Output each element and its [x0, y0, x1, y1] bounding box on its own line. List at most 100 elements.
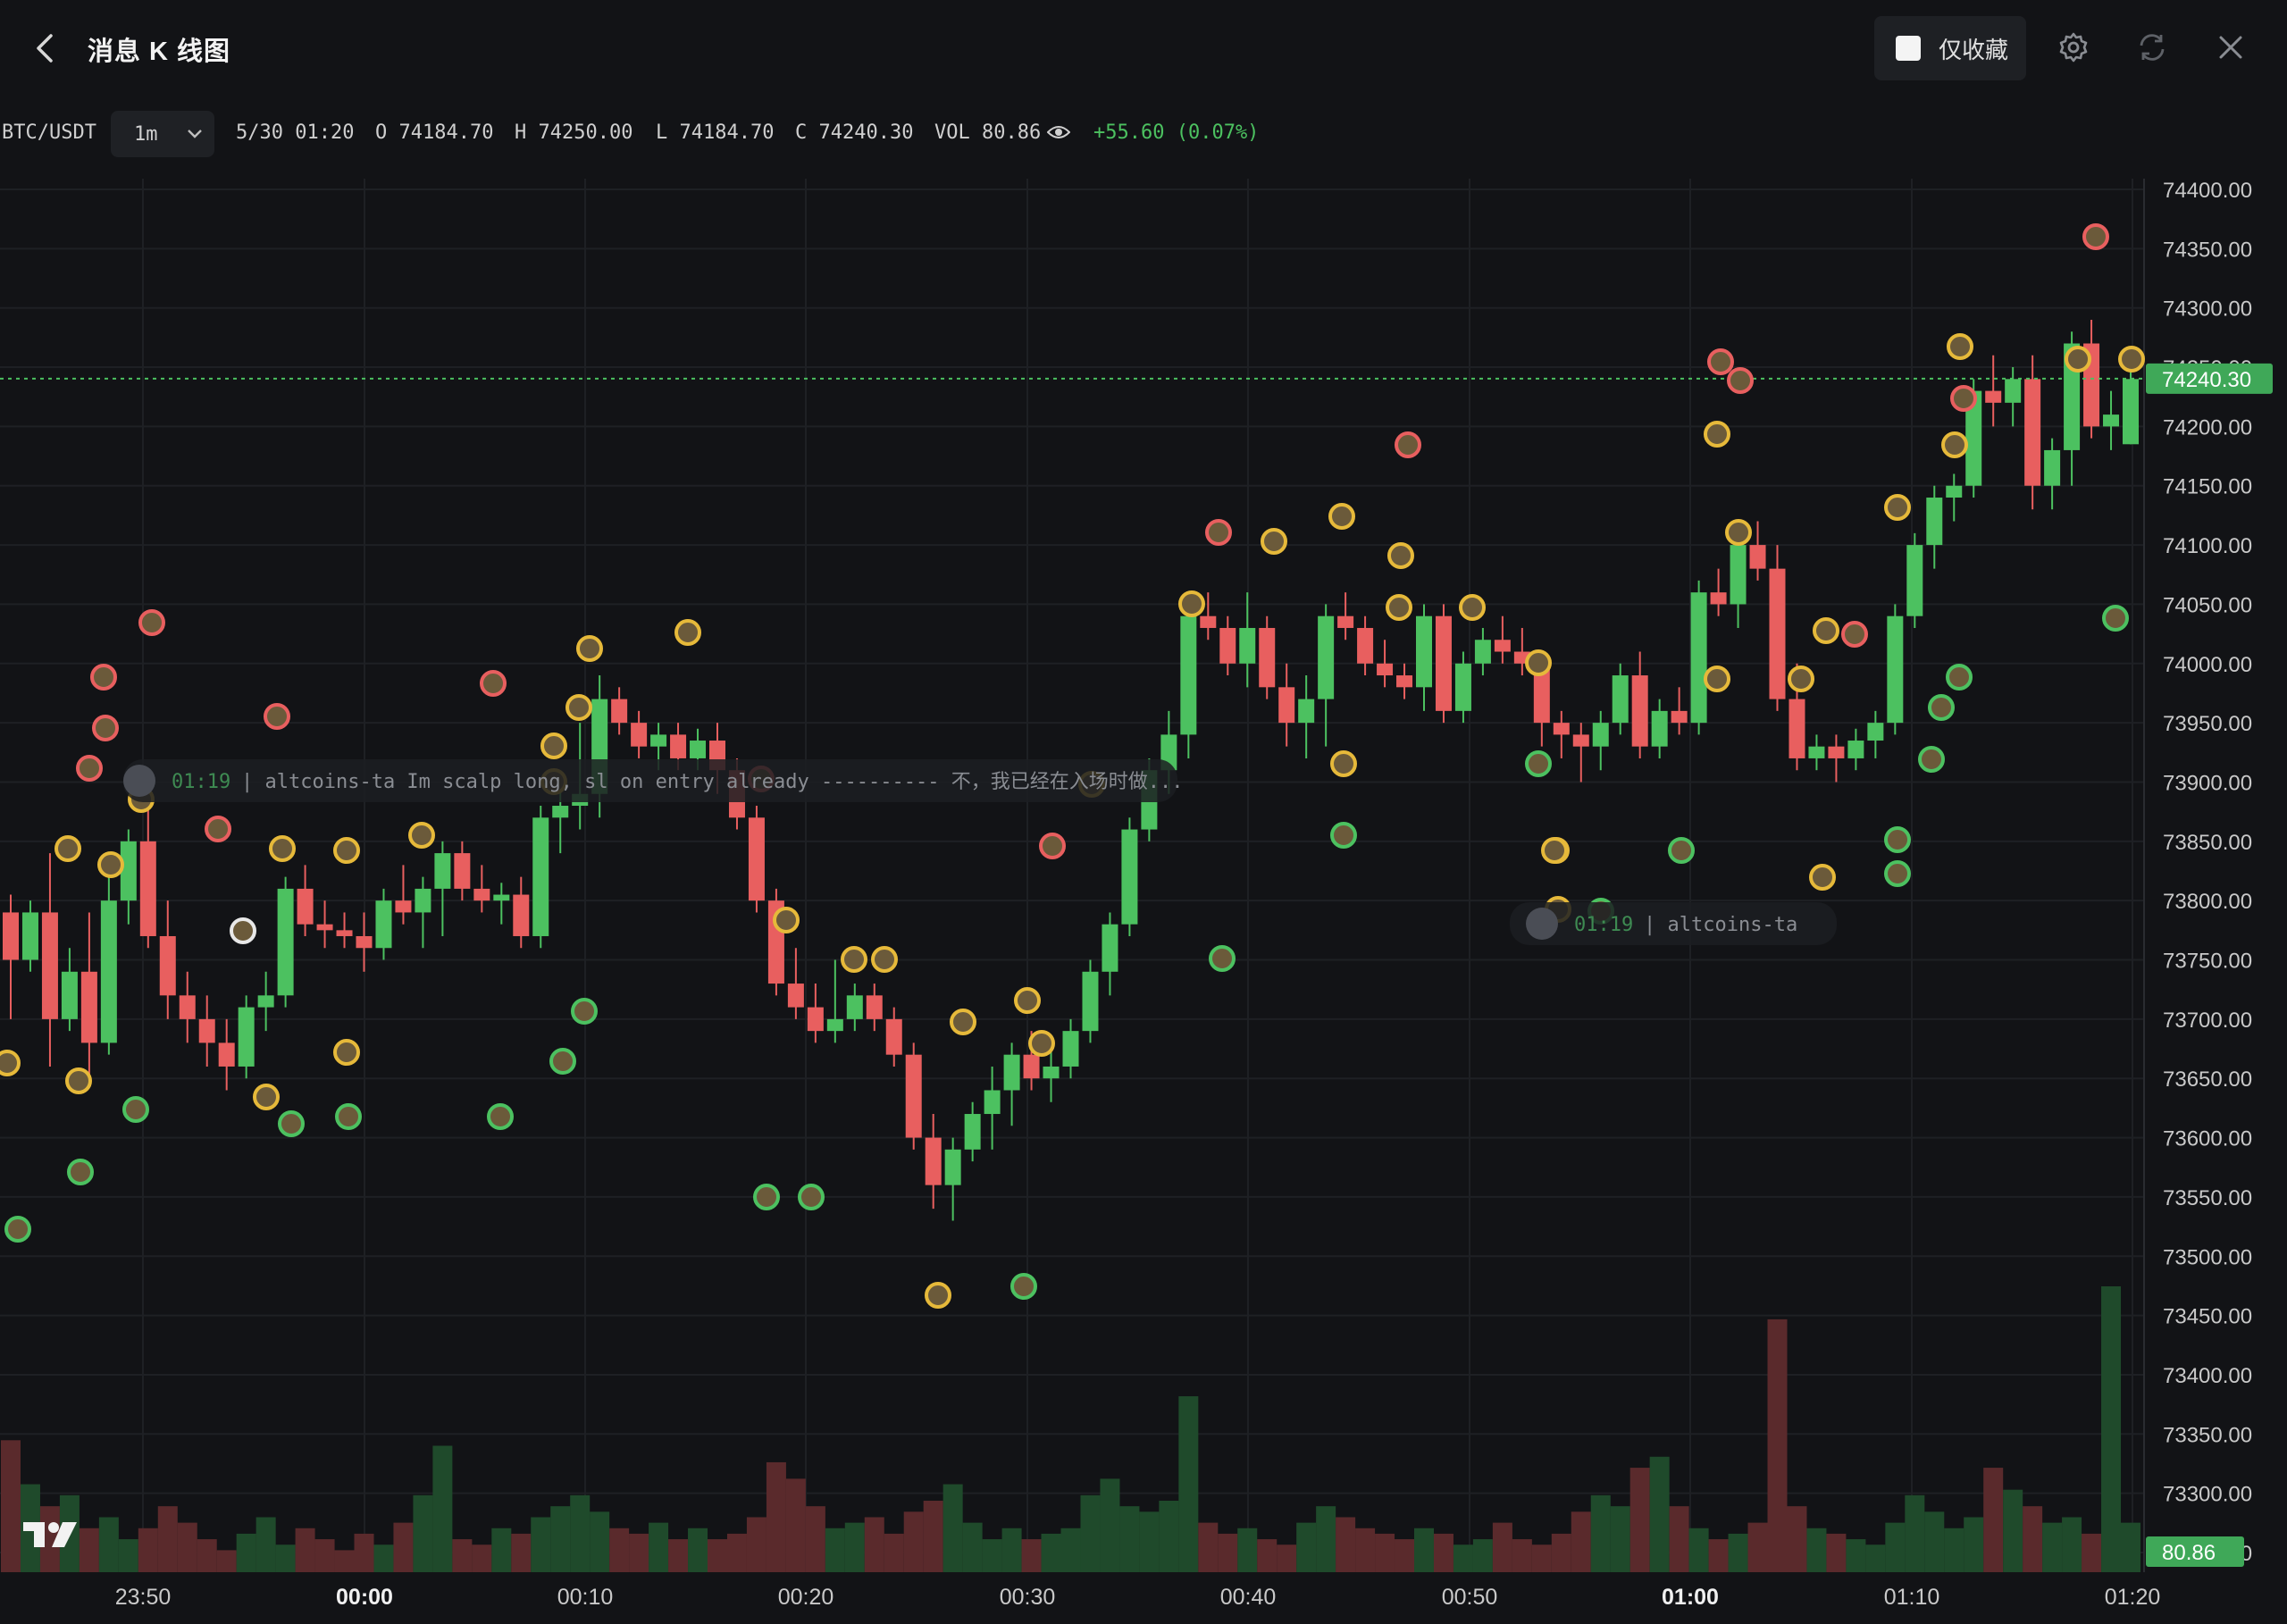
price-tick-label: 73850.00: [2163, 831, 2252, 855]
news-marker: [1387, 542, 1414, 569]
news-marker: [1014, 987, 1041, 1014]
volume-bar: [785, 1478, 806, 1572]
candle-body: [375, 900, 392, 949]
news-marker: [1039, 833, 1066, 859]
candle-body: [650, 734, 667, 747]
volume-bar: [491, 1528, 512, 1572]
interval-select[interactable]: 1m: [111, 111, 214, 157]
candle-body: [356, 935, 373, 949]
price-tick-label: 73300.00: [2163, 1483, 2252, 1507]
candle-body: [395, 900, 412, 913]
news-marker: [230, 917, 256, 944]
volume-bar: [1218, 1533, 1238, 1572]
candle-body: [1592, 723, 1609, 747]
news-marker: [205, 816, 231, 842]
candle-body: [925, 1137, 942, 1185]
volume-bar: [1021, 1539, 1042, 1572]
candle-body: [1219, 627, 1236, 664]
volume-bar: [550, 1506, 571, 1572]
price-tick-label: 73750.00: [2163, 950, 2252, 974]
news-marker: [1328, 503, 1355, 530]
open-value: O 74184.70: [375, 121, 494, 144]
candle-body: [1396, 675, 1413, 688]
close-button[interactable]: [2210, 27, 2251, 68]
refresh-button[interactable]: [2132, 27, 2173, 68]
volume-bar: [962, 1522, 983, 1572]
candle-body: [454, 853, 471, 889]
price-tick-label: 74000.00: [2163, 653, 2252, 677]
candle-body: [1769, 568, 1786, 699]
volume-bar: [570, 1494, 591, 1572]
volume-bar: [1139, 1511, 1160, 1572]
candle-body: [120, 841, 137, 901]
page-title: 消息 K 线图: [88, 38, 231, 66]
volume-bar: [1060, 1528, 1081, 1572]
price-tick-label: 74150.00: [2163, 475, 2252, 499]
volume-bar: [1414, 1528, 1434, 1572]
volume-bar: [177, 1522, 197, 1572]
candle-body: [1003, 1054, 1020, 1091]
favorites-checkbox[interactable]: [1896, 36, 1921, 61]
price-tick-label: 74050.00: [2163, 593, 2252, 617]
news-marker: [2082, 223, 2109, 250]
news-marker: [1841, 621, 1868, 648]
back-button[interactable]: [27, 29, 63, 68]
volume-bar: [413, 1494, 433, 1572]
candle-body: [1416, 615, 1432, 688]
eye-icon[interactable]: [1046, 123, 1071, 146]
candle-body: [1651, 710, 1668, 747]
price-tick-label: 74300.00: [2163, 297, 2252, 322]
favorites-only-toggle[interactable]: 仅收藏: [1874, 16, 2026, 80]
news-marker: [92, 715, 119, 741]
volume-bar: [903, 1511, 924, 1572]
time-tick-label: 01:20: [2105, 1585, 2161, 1610]
volume-bar: [1492, 1522, 1512, 1572]
candle-body: [3, 912, 19, 960]
volume-bar: [609, 1528, 630, 1572]
news-marker: [1525, 750, 1552, 777]
news-marker: [253, 1084, 280, 1110]
candle-body: [1494, 640, 1511, 652]
candle-body: [552, 806, 569, 818]
candle-body: [1357, 627, 1374, 664]
candle-body: [1023, 1054, 1040, 1079]
news-marker: [1884, 860, 1911, 887]
volume-bar: [1964, 1517, 1984, 1572]
volume-bar: [1237, 1528, 1258, 1572]
volume-bar: [668, 1539, 689, 1572]
candle-body: [218, 1042, 235, 1067]
price-tick-label: 73500.00: [2163, 1245, 2252, 1269]
candle-body: [1553, 723, 1570, 735]
news-marker: [333, 1039, 360, 1066]
candle-body: [1337, 615, 1354, 628]
news-marker: [1707, 348, 1734, 375]
news-marker: [1941, 431, 1968, 458]
volume-bar: [864, 1517, 884, 1572]
settings-button[interactable]: [2053, 27, 2094, 68]
volume-bar: [1375, 1533, 1395, 1572]
candle-body: [159, 935, 176, 996]
candle-body: [1710, 592, 1727, 605]
candle-body: [1808, 746, 1825, 758]
news-marker: [1788, 666, 1814, 692]
candle-body: [1965, 390, 1982, 486]
volume-bar: [1531, 1544, 1552, 1572]
candle-body: [944, 1149, 961, 1185]
news-marker: [1541, 837, 1568, 864]
news-marker: [1884, 494, 1911, 521]
candle-body: [1985, 390, 2002, 403]
news-marker: [565, 694, 592, 721]
news-marker: [1386, 594, 1412, 621]
annotation-time: 01:19: [1574, 914, 1633, 936]
news-marker: [278, 1110, 305, 1137]
volume-bar: [1257, 1539, 1278, 1572]
volume-bar: [197, 1539, 217, 1572]
candlestick-chart[interactable]: 74400.0074350.0074300.0074250.0074200.00…: [0, 179, 2287, 1624]
volume-bar: [805, 1506, 825, 1572]
volume-bar: [1355, 1528, 1376, 1572]
news-marker: [1947, 333, 1973, 360]
candle-body: [2123, 379, 2139, 445]
price-tick-label: 73450.00: [2163, 1305, 2252, 1329]
volume-bar: [236, 1533, 256, 1572]
news-marker: [1330, 822, 1357, 849]
